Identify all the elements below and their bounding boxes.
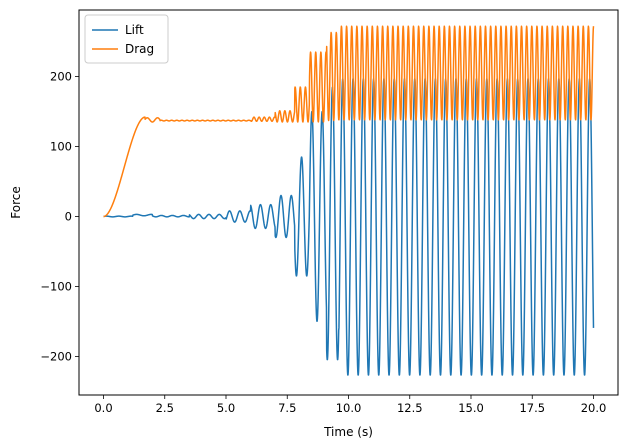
- y-tick-label: 0: [65, 210, 72, 224]
- x-axis-ticks: 0.0 2.5 5.0 7.5 10.0 12.5 15.0 17.5 20.0: [94, 395, 606, 415]
- x-axis-label: Time (s): [323, 425, 373, 439]
- x-tick-label: 12.5: [397, 401, 423, 415]
- x-tick-label: 20.0: [581, 401, 607, 415]
- x-tick-label: 0.0: [94, 401, 112, 415]
- legend: Lift Drag: [84, 14, 169, 64]
- legend-box: [84, 14, 169, 64]
- y-tick-label: −200: [40, 350, 72, 364]
- x-tick-label: 10.0: [336, 401, 362, 415]
- x-tick-label: 17.5: [519, 401, 545, 415]
- series-line-lift: [103, 78, 595, 376]
- legend-label-lift: Lift: [125, 23, 144, 37]
- y-axis-label: Force: [9, 186, 23, 218]
- series-layer: [103, 25, 595, 376]
- x-tick-label: 2.5: [156, 401, 174, 415]
- x-tick-label: 7.5: [278, 401, 296, 415]
- series-line-drag: [103, 25, 595, 218]
- y-tick-label: −100: [40, 280, 72, 294]
- x-tick-label: 5.0: [217, 401, 235, 415]
- y-tick-label: 100: [50, 140, 72, 154]
- plot-area: [78, 9, 619, 396]
- y-tick-label: 200: [50, 70, 72, 84]
- y-axis-ticks: −200 −100 0 100 200: [40, 70, 79, 364]
- x-tick-label: 15.0: [458, 401, 484, 415]
- legend-label-drag: Drag: [125, 42, 154, 56]
